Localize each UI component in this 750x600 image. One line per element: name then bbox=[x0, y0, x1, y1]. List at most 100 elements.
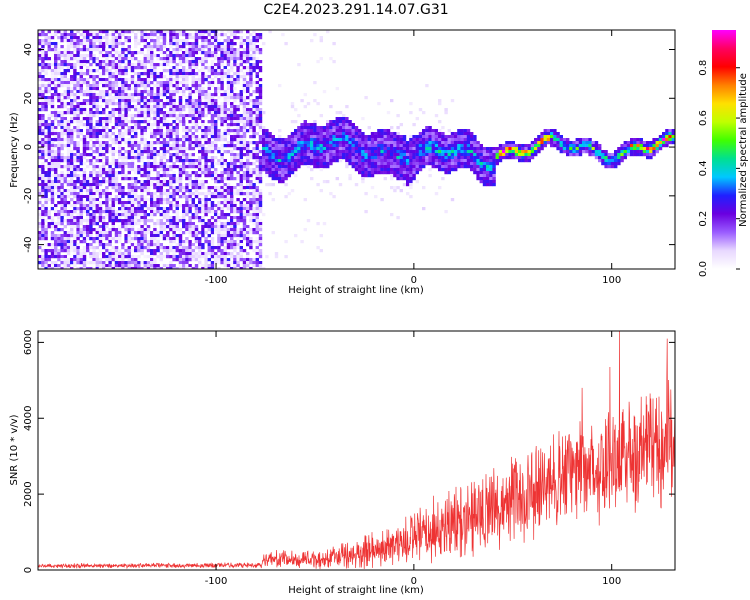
spectrogram-cell bbox=[236, 267, 240, 269]
spectrogram-cell bbox=[242, 105, 247, 109]
spectrogram-cell bbox=[143, 168, 147, 172]
spectrogram-cell bbox=[246, 186, 250, 190]
spectrogram-cell bbox=[89, 219, 93, 223]
spectrogram-cell bbox=[70, 177, 74, 181]
spectrogram-cell bbox=[76, 267, 80, 269]
spectrogram-cell bbox=[207, 42, 211, 46]
spectrogram-cell bbox=[252, 228, 256, 232]
spectrogram-cell bbox=[73, 192, 77, 196]
spectrogram-cell bbox=[300, 123, 304, 127]
spectrogram-cell bbox=[89, 132, 93, 136]
spectrogram-cell bbox=[198, 141, 202, 145]
spectrogram-cell bbox=[178, 57, 183, 61]
spectrogram-cell bbox=[111, 141, 115, 145]
spectrogram-cell bbox=[121, 246, 125, 250]
spectrogram-cell bbox=[182, 261, 186, 265]
spectrogram-cell bbox=[178, 195, 183, 199]
spectrogram-cell bbox=[162, 198, 167, 202]
spectrogram-cell bbox=[351, 126, 355, 130]
spectrogram-cell bbox=[76, 84, 80, 88]
spectrogram-cell bbox=[194, 126, 199, 130]
spectrogram-cell bbox=[82, 78, 87, 82]
spectrogram-cell bbox=[114, 141, 119, 145]
spectrogram-cell bbox=[153, 213, 157, 217]
spectrogram-cell bbox=[70, 213, 74, 217]
spectrogram-cell bbox=[105, 117, 109, 121]
spectrogram-cell bbox=[137, 144, 141, 148]
spectrogram-cell bbox=[73, 186, 77, 190]
spectrogram-cell bbox=[76, 30, 80, 34]
spectrogram-cell bbox=[306, 141, 311, 145]
spectrogram-cell bbox=[226, 54, 231, 58]
spectrogram-cell bbox=[153, 234, 157, 238]
spectrogram-cell bbox=[38, 105, 42, 109]
spectrogram-cell bbox=[82, 156, 87, 160]
spectrogram-cell bbox=[47, 183, 51, 187]
spectrogram-cell bbox=[194, 51, 199, 55]
spectrogram-cell bbox=[108, 39, 112, 43]
spectrogram-cell bbox=[54, 162, 58, 166]
spectrogram-cell bbox=[105, 222, 109, 226]
spectrogram-cell bbox=[194, 81, 199, 85]
spectrogram-cell bbox=[178, 72, 183, 76]
spectrogram-cell bbox=[210, 249, 215, 253]
spectrogram-cell bbox=[204, 147, 208, 151]
spectrogram-cell bbox=[127, 237, 131, 241]
spectrogram-cell bbox=[226, 141, 231, 145]
spectrogram-cell bbox=[127, 51, 131, 55]
spectrogram-cell bbox=[153, 123, 157, 127]
spectrogram-cell bbox=[41, 213, 45, 217]
spectrogram-cell bbox=[201, 39, 205, 43]
spectrogram-cell bbox=[278, 84, 282, 88]
spectrogram-cell bbox=[367, 174, 371, 178]
spectrogram-cell bbox=[137, 141, 141, 145]
spectrogram-cell bbox=[98, 207, 103, 211]
spectrogram-cell bbox=[86, 222, 90, 226]
spectrogram-cell bbox=[44, 126, 48, 130]
spectrogram-cell bbox=[41, 189, 45, 193]
spectrogram-cell bbox=[249, 93, 253, 97]
spectrogram-cell bbox=[127, 255, 131, 259]
spectrogram-cell bbox=[249, 156, 253, 160]
spectrogram-cell bbox=[60, 78, 64, 82]
spectrogram-cell bbox=[150, 72, 154, 76]
spectrogram-cell bbox=[159, 210, 163, 214]
spectrogram-cell bbox=[95, 87, 99, 91]
spectrogram-cell bbox=[326, 135, 330, 139]
spectrogram-cell bbox=[220, 240, 224, 244]
spectrogram-cell bbox=[188, 54, 192, 58]
spectrogram-cell bbox=[70, 267, 74, 269]
spectrogram-cell bbox=[47, 141, 51, 145]
spectrogram-cell bbox=[185, 72, 189, 76]
spectrogram-cell bbox=[214, 255, 218, 259]
spectrogram-cell bbox=[255, 81, 259, 85]
spectrogram-cell bbox=[140, 60, 144, 64]
spectrogram-cell bbox=[294, 135, 298, 139]
spectrogram-cell bbox=[204, 159, 208, 163]
spectrogram-cell bbox=[255, 168, 259, 172]
spectrogram-cell bbox=[57, 162, 61, 166]
spectrogram-cell bbox=[79, 156, 83, 160]
spectrogram-cell bbox=[361, 150, 365, 154]
spectrogram-cell bbox=[92, 87, 96, 91]
spectrogram-cell bbox=[223, 246, 227, 250]
spectrogram-cell bbox=[44, 198, 48, 202]
spectrogram-cell bbox=[162, 30, 167, 34]
spectrogram-cell bbox=[143, 81, 147, 85]
spectrogram-cell bbox=[335, 126, 339, 130]
spectrogram-cell bbox=[172, 186, 176, 190]
spectrogram-cell bbox=[169, 174, 173, 178]
spectrogram-cell bbox=[108, 261, 112, 265]
spectrogram-cell bbox=[220, 108, 224, 112]
spectrogram-cell bbox=[89, 159, 93, 163]
spectrogram-cell bbox=[124, 255, 128, 259]
spectrogram-cell bbox=[166, 207, 170, 211]
spectrogram-cell bbox=[194, 159, 199, 163]
spectrogram-cell bbox=[297, 156, 301, 160]
spectrogram-cell bbox=[258, 198, 263, 202]
spectrogram-cell bbox=[95, 84, 99, 88]
spectrogram-cell bbox=[130, 198, 135, 202]
spectrogram-cell bbox=[175, 243, 179, 247]
spectrogram-cell bbox=[175, 255, 179, 259]
spectrogram-cell bbox=[44, 132, 48, 136]
